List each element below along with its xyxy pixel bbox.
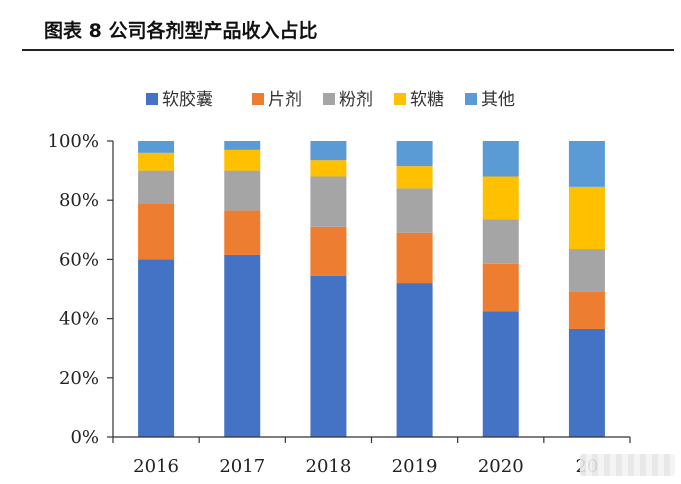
bar-segment xyxy=(568,328,605,437)
bar-segment xyxy=(138,259,175,437)
legend-swatch xyxy=(146,93,158,105)
bar-segment xyxy=(224,170,261,211)
bar-segment xyxy=(138,170,175,204)
bar-segment xyxy=(568,186,605,250)
x-tick-label: 2020 xyxy=(478,456,524,477)
y-tick-label: 80% xyxy=(59,190,99,211)
bar-segment xyxy=(138,203,175,260)
bar-segment xyxy=(482,263,519,312)
legend-label: 粉剂 xyxy=(339,90,373,110)
x-tick-label: 2017 xyxy=(219,456,265,477)
bar-segment xyxy=(224,254,261,437)
y-tick-label: 40% xyxy=(59,309,99,330)
bar-segment xyxy=(224,149,261,171)
watermark-blur xyxy=(580,454,675,476)
legend-swatch xyxy=(252,93,264,105)
bar-segment xyxy=(396,141,433,167)
bar-segment xyxy=(396,232,433,284)
bar-segment xyxy=(482,141,519,177)
bar-segment xyxy=(138,152,175,171)
y-tick-label: 20% xyxy=(59,368,99,389)
bar-segment xyxy=(310,226,347,276)
bar-segment xyxy=(138,141,175,153)
legend-swatch xyxy=(465,93,477,105)
bar-segment xyxy=(396,166,433,189)
legend-swatch xyxy=(394,93,406,105)
bar-segment xyxy=(482,311,519,437)
figure-title: 图表 8 公司各剂型产品收入占比 xyxy=(44,20,318,42)
bar-segment xyxy=(568,249,605,292)
bar-segment xyxy=(310,160,347,177)
legend-swatch xyxy=(323,93,335,105)
y-tick-label: 60% xyxy=(59,249,99,270)
y-tick-label: 100% xyxy=(48,131,99,152)
bar-segment xyxy=(224,141,261,150)
title-rule xyxy=(22,49,674,51)
bar-segment xyxy=(310,141,347,161)
axes: 0%20%40%60%80%100%2016201720182019202020 xyxy=(48,131,631,477)
legend-label: 软糖 xyxy=(410,90,444,110)
x-tick-label: 2019 xyxy=(392,456,438,477)
bar-segment xyxy=(482,219,519,264)
bar-segment xyxy=(568,141,605,187)
bar-segment xyxy=(310,275,347,437)
bar-segment xyxy=(396,283,433,437)
legend: 软胶囊 片剂 粉剂 软糖 其他 xyxy=(146,90,515,110)
x-tick-label: 2016 xyxy=(133,456,179,477)
y-tick-label: 0% xyxy=(70,427,99,448)
bar-segment xyxy=(396,188,433,233)
legend-label: 其他 xyxy=(481,90,515,110)
legend-label: 软胶囊 xyxy=(162,90,213,110)
bar-segment xyxy=(568,291,605,329)
bars xyxy=(138,141,605,437)
x-tick-label: 2018 xyxy=(306,456,352,477)
legend-label: 片剂 xyxy=(268,90,302,110)
bar-segment xyxy=(482,176,519,220)
bar-segment xyxy=(224,210,261,255)
bar-segment xyxy=(310,176,347,227)
